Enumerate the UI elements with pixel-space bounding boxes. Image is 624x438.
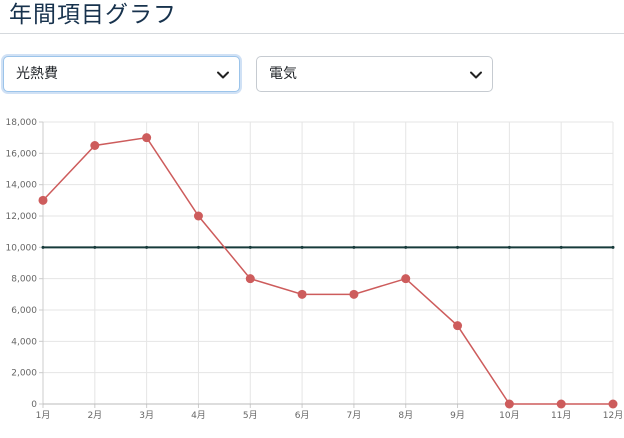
x-tick-label: 1月 (36, 410, 51, 421)
x-tick-label: 9月 (450, 410, 465, 421)
reference-series-point (404, 245, 408, 249)
reference-series-point (456, 245, 460, 249)
chevron-down-icon (470, 71, 482, 79)
item-select[interactable]: 電気 (256, 56, 493, 92)
expense-series-point (401, 274, 411, 284)
chart-grid (43, 121, 614, 404)
reference-series-point (559, 245, 563, 249)
category-select[interactable]: 光熱費 (3, 56, 240, 92)
reference-series-point (41, 245, 45, 249)
y-tick-label: 16,000 (6, 149, 38, 159)
expense-series-point (453, 321, 463, 331)
y-tick-label: 14,000 (6, 181, 38, 191)
expense-series-point (556, 399, 566, 409)
reference-series-point (352, 245, 356, 249)
y-tick-label: 10,000 (6, 243, 38, 253)
expense-series-point (38, 195, 48, 205)
y-tick-label: 18,000 (6, 118, 38, 128)
expense-series-point (349, 289, 359, 299)
expense-series-point (245, 274, 255, 284)
expense-series-line (42, 136, 613, 405)
reference-series-point (145, 245, 149, 249)
reference-series-point (611, 245, 615, 249)
item-select-value: 電気 (269, 66, 297, 82)
x-tick-label: 4月 (191, 410, 206, 421)
x-tick-label: 11月 (551, 410, 571, 421)
x-tick-label: 8月 (398, 410, 413, 421)
expense-series-point (297, 289, 307, 299)
expense-series-point (90, 141, 100, 150)
y-tick-label: 2,000 (11, 369, 37, 379)
chevron-down-icon (217, 71, 229, 79)
page-title: 年間項目グラフ (9, 2, 177, 28)
y-tick-label: 8,000 (11, 275, 37, 285)
x-tick-label: 12月 (603, 410, 623, 421)
x-tick-label: 3月 (139, 410, 154, 421)
chart-tick-labels: 0 2,000 4,000 6,000 8,000 10,000 12,000 14,000 1… (6, 118, 624, 421)
x-tick-label: 10月 (499, 410, 519, 421)
reference-series-point (93, 245, 97, 249)
x-tick-label: 6月 (295, 410, 310, 421)
y-tick-label: 6,000 (11, 306, 37, 316)
y-tick-label: 0 (31, 400, 37, 410)
x-tick-label: 2月 (87, 410, 102, 421)
chart-series (38, 133, 618, 409)
x-tick-label: 5月 (243, 410, 258, 421)
y-tick-label: 4,000 (11, 337, 37, 347)
x-tick-label: 7月 (347, 410, 362, 421)
reference-series-point (196, 245, 200, 249)
reference-series-point (507, 245, 511, 249)
expense-series-point (193, 211, 203, 221)
chart-axes (39, 121, 614, 408)
reference-series-point (248, 245, 252, 249)
y-tick-label: 12,000 (6, 212, 38, 222)
category-select-value: 光熱費 (16, 66, 58, 82)
expense-series-point (608, 399, 618, 409)
expense-series-point (142, 133, 152, 143)
annual-item-line-chart: 0 2,000 4,000 6,000 8,000 10,000 12,000 14,000 1… (6, 118, 624, 421)
reference-series-point (300, 245, 304, 249)
expense-series-point (504, 399, 514, 409)
title-divider (0, 33, 624, 34)
